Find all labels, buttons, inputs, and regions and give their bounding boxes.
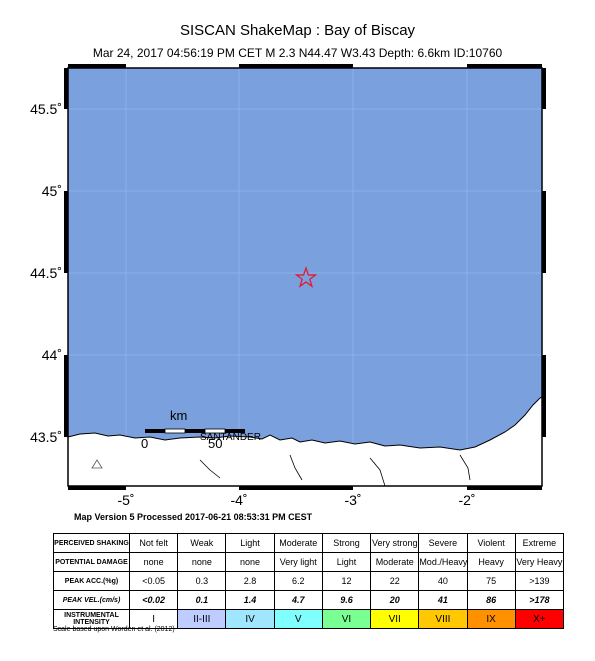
legend-cell: 0.3: [177, 571, 227, 591]
legend-cell: 2.8: [225, 571, 275, 591]
legend-cell: none: [128, 552, 179, 572]
intensity-cell: V: [273, 609, 323, 629]
legend-cell: Light: [225, 533, 275, 553]
legend-cell: Mod./Heavy: [418, 552, 468, 572]
legend-cell: 20: [370, 590, 420, 610]
legend-cell: 1.4: [225, 590, 275, 610]
city-label-santander: SANTANDER: [200, 432, 261, 443]
map-version: Map Version 5 Processed 2017-06-21 08:53…: [74, 512, 313, 522]
legend-cell: 41: [418, 590, 468, 610]
intensity-cell: IV: [225, 609, 275, 629]
legend-cell: Very strong: [370, 533, 420, 553]
legend-cell: 6.2: [273, 571, 323, 591]
rivers: [199, 454, 471, 487]
scale-reference-note: Scale based upon Worden et al. (2012): [53, 626, 175, 633]
legend-row-acc: PEAK ACC.(%g) <0.05 0.3 2.8 6.2 12 22 40…: [53, 571, 565, 591]
legend-cell: Violent: [466, 533, 516, 553]
scale-max: 50: [208, 436, 222, 451]
epicenter-star-icon: [294, 266, 318, 288]
legend-header-intensity: INSTRUMENTAL INTENSITY: [53, 609, 130, 629]
scale-unit: km: [170, 408, 187, 423]
legend-cell: Moderate: [273, 533, 323, 553]
legend-cell: none: [225, 552, 275, 572]
legend-cell: 0.1: [177, 590, 227, 610]
legend-cell: 22: [370, 571, 420, 591]
legend-cell: Very Heavy: [514, 552, 565, 572]
legend-cell: 9.6: [321, 590, 372, 610]
coastline-land: [67, 396, 543, 487]
station-triangle-icon: [91, 459, 103, 469]
lon-label-minus3: -3˚: [344, 492, 362, 508]
lat-label-43.5: 43.5˚: [30, 429, 62, 445]
lat-label-45: 45˚: [41, 183, 62, 199]
lon-label-minus5: -5˚: [117, 492, 135, 508]
lat-label-45.5: 45.5˚: [30, 101, 62, 117]
shakemap: km 0 50 SANTANDER: [64, 64, 546, 490]
legend-cell: <0.02: [128, 590, 179, 610]
legend-cell: 4.7: [273, 590, 323, 610]
event-info: Mar 24, 2017 04:56:19 PM CET M 2.3 N44.4…: [92, 46, 503, 60]
legend-cell: 12: [321, 571, 372, 591]
scale-zero: 0: [141, 436, 148, 451]
legend-cell: 40: [418, 571, 468, 591]
legend-header-shaking: PERCEIVED SHAKING: [53, 533, 130, 553]
lon-label-minus4: -4˚: [230, 492, 248, 508]
lon-label-minus2: -2˚: [458, 492, 476, 508]
frame-ticks: [64, 64, 546, 490]
intensity-cell: VII: [370, 609, 420, 629]
legend-cell: 75: [466, 571, 516, 591]
legend-cell: >178: [514, 590, 565, 610]
legend-cell: Heavy: [466, 552, 516, 572]
legend-header-vel: PEAK VEL.(cm/s): [53, 590, 130, 610]
legend-cell: >139: [514, 571, 565, 591]
legend-cell: Extreme: [514, 533, 565, 553]
map-title: SISCAN ShakeMap : Bay of Biscay: [179, 22, 416, 39]
intensity-cell: VI: [321, 609, 372, 629]
intensity-cell: IX: [466, 609, 516, 629]
legend-row-shaking: PERCEIVED SHAKING Not felt Weak Light Mo…: [53, 533, 565, 553]
intensity-legend: PERCEIVED SHAKING Not felt Weak Light Mo…: [53, 533, 565, 629]
legend-row-vel: PEAK VEL.(cm/s) <0.02 0.1 1.4 4.7 9.6 20…: [53, 590, 565, 610]
legend-cell: Severe: [418, 533, 468, 553]
lat-label-44: 44˚: [41, 347, 62, 363]
legend-cell: <0.05: [128, 571, 179, 591]
intensity-cell: VIII: [418, 609, 468, 629]
legend-cell: 86: [466, 590, 516, 610]
legend-cell: Light: [321, 552, 372, 572]
intensity-cell: X+: [514, 609, 565, 629]
legend-cell: Strong: [321, 533, 372, 553]
graticule: [68, 68, 542, 486]
legend-cell: Moderate: [370, 552, 420, 572]
scale-bar: km 0 50: [141, 408, 245, 451]
sea-area: [68, 68, 542, 486]
intensity-cell: II-III: [177, 609, 227, 629]
legend-row-intensity: INSTRUMENTAL INTENSITY I II-III IV V VI …: [53, 609, 565, 629]
legend-header-damage: POTENTIAL DAMAGE: [53, 552, 130, 572]
legend-row-damage: POTENTIAL DAMAGE none none none Very lig…: [53, 552, 565, 572]
legend-cell: Very light: [273, 552, 323, 572]
lat-label-44.5: 44.5˚: [30, 265, 62, 281]
legend-cell: Weak: [177, 533, 227, 553]
legend-cell: none: [177, 552, 227, 572]
legend-header-acc: PEAK ACC.(%g): [53, 571, 130, 591]
legend-cell: Not felt: [128, 533, 179, 553]
intensity-cell: I: [128, 609, 179, 629]
